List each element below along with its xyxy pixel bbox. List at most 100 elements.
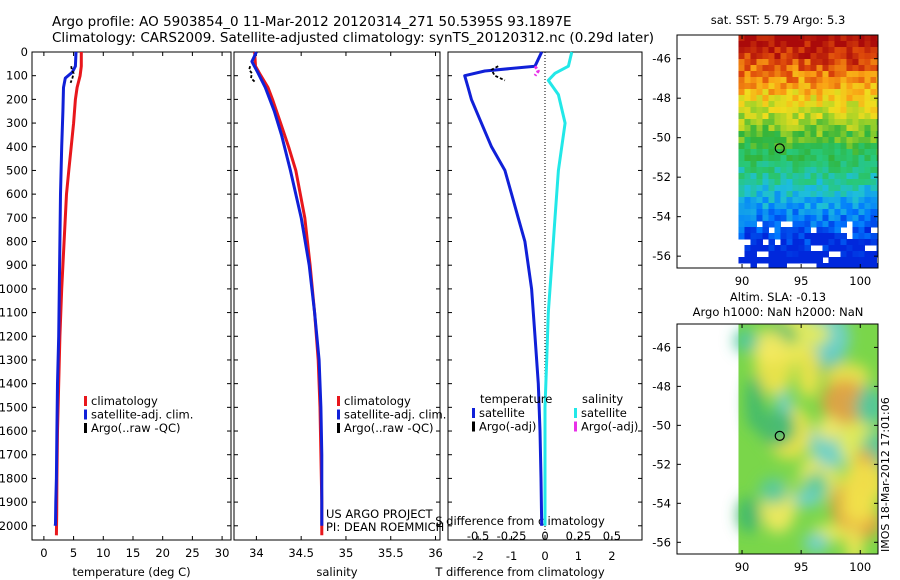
sst-cell [744,119,751,126]
sst-cell [738,161,745,168]
sst-cell [876,107,878,114]
legend-swatch [574,421,577,432]
sst-cell [744,113,751,120]
sst-cell [768,215,775,222]
sst-cell [876,143,878,150]
legend-label: satellite-adj. clim. [344,408,446,422]
sst-cell [876,83,878,90]
sst-cell [756,95,763,102]
sst-cell [792,203,799,210]
sst-cell [762,233,769,240]
sst-cell [846,263,853,268]
sst-cell [876,185,878,192]
sst-cell [738,119,745,126]
sst-cell [828,53,835,60]
sst-cell [780,131,787,138]
sla-blob [759,477,789,505]
sst-cell [828,113,835,120]
sst-cell [828,191,835,198]
sst-cell [810,137,817,144]
sst-cell [846,257,853,264]
sst-cell [864,185,871,192]
sst-cell [870,77,877,84]
sst-cell [846,155,853,162]
sst-cell [876,251,878,258]
sst-cell [792,233,799,240]
sst-cell [750,227,757,234]
sst-cell [840,215,847,222]
sst-cell [804,185,811,192]
sst-cell [864,41,871,48]
sst-cell [846,41,853,48]
sst-cell [762,113,769,120]
sst-cell [870,47,877,54]
sst-cell [762,185,769,192]
sst-cell [798,65,805,72]
sst-cell [864,203,871,210]
sst-cell [738,89,745,96]
sst-cell [834,221,841,228]
sst-cell [762,227,769,234]
sla-blob [855,388,878,427]
sst-cell [810,95,817,102]
sst-cell [738,221,745,228]
legend-label: climatology [91,394,158,408]
sst-cell [792,215,799,222]
sst-cell [870,155,877,162]
sst-cell [858,185,865,192]
sst-cell [852,77,859,84]
sst-cell [828,155,835,162]
sst-cell [828,185,835,192]
sst-cell [834,35,841,42]
timestamp-label: IMOS 18-Mar-2012 17:01:06 [879,397,892,552]
sst-cell [798,167,805,174]
sst-cell [852,107,859,114]
sst-cell [792,131,799,138]
sst-cell [780,95,787,102]
sst-cell [828,125,835,132]
sst-cell [744,197,751,204]
sst-cell [822,65,829,72]
sst-cell [822,233,829,240]
sst-cell [750,167,757,174]
sst-cell [798,41,805,48]
sst-cell [828,107,835,114]
sst-cell [804,239,811,246]
sst-cell [822,107,829,114]
sst-cell [822,137,829,144]
sst-cell [804,71,811,78]
sst-cell [744,221,751,228]
sst-cell [738,41,745,48]
sst-cell [762,203,769,210]
sst-cell [744,41,751,48]
depth-tick-label: 2000 [0,519,28,533]
sst-cell [756,119,763,126]
sst-cell [864,221,871,228]
map-y-tick-label: -54 [652,210,671,224]
sst-cell [762,161,769,168]
sst-cell [828,161,835,168]
sst-cell [750,53,757,60]
depth-tick-label: 300 [6,116,28,130]
sst-cell [780,185,787,192]
x-tick-label: 0 [40,546,47,560]
sst-cell [762,101,769,108]
sst-cell [738,167,745,174]
sst-cell [768,197,775,204]
sst-cell [822,77,829,84]
sst-cell [768,125,775,132]
sst-cell [810,77,817,84]
sst-cell [780,209,787,216]
sst-cell [804,167,811,174]
sst-cell [840,245,847,252]
sst-cell [792,89,799,96]
sst-cell [792,239,799,246]
sst-cell [786,161,793,168]
sst-cell [786,149,793,156]
sst-cell [822,161,829,168]
sst-cell [738,209,745,216]
sst-cell [744,179,751,186]
sst-cell [762,95,769,102]
sst-cell [834,119,841,126]
sst-cell [822,203,829,210]
